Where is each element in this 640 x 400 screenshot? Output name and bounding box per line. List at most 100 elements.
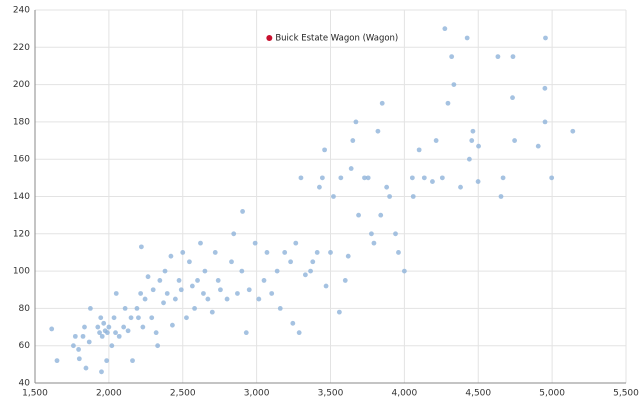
point: [476, 143, 481, 149]
point: [356, 212, 361, 218]
point: [500, 175, 506, 181]
point: [319, 175, 325, 181]
point: [231, 231, 237, 237]
point: [512, 138, 517, 143]
point: [125, 328, 131, 334]
point: [224, 296, 230, 302]
point: [549, 175, 555, 181]
point: [198, 240, 203, 246]
point: [104, 358, 110, 364]
x-tick-label: 5,000: [539, 389, 565, 399]
point: [184, 315, 189, 321]
point: [243, 330, 249, 336]
point: [510, 54, 516, 60]
point: [82, 324, 87, 330]
point: [157, 278, 163, 283]
x-tick-label: 2,000: [96, 389, 122, 399]
point: [475, 179, 481, 184]
point: [229, 259, 234, 265]
point: [205, 296, 211, 302]
point: [155, 343, 161, 349]
point: [140, 324, 146, 330]
point: [510, 95, 515, 101]
point: [164, 291, 170, 296]
point: [98, 315, 104, 321]
point: [445, 100, 451, 106]
point: [88, 306, 93, 311]
point: [80, 333, 86, 339]
x-tick-label: 4,000: [391, 389, 417, 399]
x-tick-label: 2,500: [170, 389, 196, 399]
point: [342, 278, 348, 283]
point: [348, 166, 354, 171]
point: [209, 309, 215, 315]
point: [95, 324, 101, 330]
point: [365, 175, 371, 181]
point: [379, 100, 385, 106]
point: [401, 268, 407, 274]
y-tick-label: 160: [13, 155, 30, 165]
point: [134, 306, 140, 311]
point: [535, 143, 541, 149]
point: [323, 283, 329, 289]
point: [239, 268, 245, 274]
point: [113, 330, 118, 336]
point: [54, 358, 60, 364]
y-tick-label: 80: [19, 304, 31, 314]
point: [162, 268, 168, 274]
point: [449, 54, 455, 60]
point: [290, 320, 296, 326]
point: [543, 35, 548, 41]
point: [136, 315, 141, 321]
point: [109, 343, 115, 349]
point: [195, 278, 200, 283]
point: [76, 356, 82, 362]
point: [149, 315, 155, 321]
x-tick-label: 3,000: [244, 389, 270, 399]
point: [458, 184, 463, 190]
point: [99, 369, 104, 375]
point: [375, 128, 381, 134]
y-tick-label: 180: [13, 117, 30, 127]
point: [464, 35, 470, 41]
point: [138, 244, 144, 250]
point: [178, 287, 184, 293]
point: [302, 272, 308, 278]
point: [384, 184, 390, 190]
point: [201, 291, 206, 296]
point: [466, 156, 472, 162]
x-tick-label: 3,500: [318, 389, 344, 399]
point: [189, 283, 195, 289]
point: [202, 268, 208, 274]
point: [277, 306, 283, 311]
y-tick-label: 140: [13, 192, 30, 202]
point: [240, 209, 245, 214]
point: [350, 138, 356, 143]
point: [215, 278, 221, 283]
point: [71, 343, 76, 349]
point: [116, 333, 122, 339]
point: [122, 306, 128, 311]
y-tick-label: 120: [13, 229, 30, 239]
point: [153, 330, 159, 336]
point: [170, 322, 175, 328]
point: [470, 128, 476, 134]
y-tick-label: 40: [19, 379, 31, 389]
point: [439, 175, 445, 181]
x-tick-label: 1,500: [22, 389, 48, 399]
point: [336, 309, 342, 315]
point: [168, 253, 174, 259]
y-tick-label: 220: [13, 43, 30, 53]
point: [256, 296, 262, 302]
point: [106, 324, 112, 330]
point: [542, 85, 548, 91]
point: [378, 212, 384, 218]
point: [362, 175, 367, 181]
point: [176, 278, 182, 283]
point: [396, 250, 401, 255]
point: [317, 184, 322, 190]
point: [421, 175, 427, 181]
point: [353, 119, 359, 125]
point: [314, 250, 320, 255]
